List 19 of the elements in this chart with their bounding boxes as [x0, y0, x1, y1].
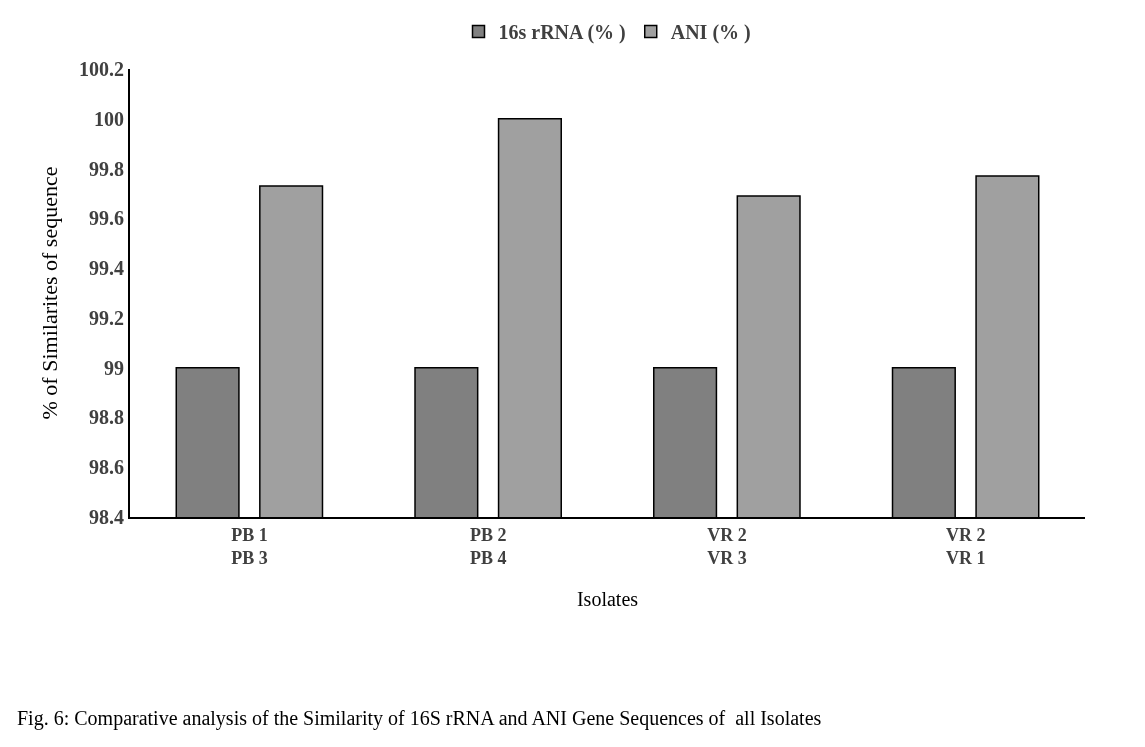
y-tick-label: 98.4	[89, 506, 124, 528]
y-tick-label: 99.6	[89, 207, 124, 230]
x-tick-label: PB 2 PB 4	[469, 524, 507, 568]
x-tick-label: VR 2 VR 3	[707, 524, 747, 568]
x-tick-label: PB 1 PB 3	[231, 524, 268, 568]
y-tick-label: 99.2	[89, 306, 124, 329]
y-tick-label: 100	[94, 107, 124, 130]
x-tick-label: VR 2 VR 1	[945, 524, 986, 568]
legend-label: ANI (% )	[670, 21, 751, 45]
x-axis-title: Isolates	[576, 588, 639, 610]
y-tick-label: 99.4	[89, 257, 124, 280]
y-tick-label: 100.2	[79, 58, 124, 80]
y-tick-label: 98.8	[89, 406, 124, 429]
y-tick-label: 99.8	[89, 157, 124, 180]
caption: Fig. 6: Comparative analysis of the Similarity of 16S rRNA and ANI Gene Sequences of all Isolates	[17, 707, 822, 730]
y-tick-label: 98.6	[89, 456, 124, 479]
legend-label: 16s rRNA (% )	[498, 21, 626, 45]
y-tick-label: 99	[104, 356, 124, 379]
y-axis-title: % of Similarites of sequence	[37, 166, 63, 420]
